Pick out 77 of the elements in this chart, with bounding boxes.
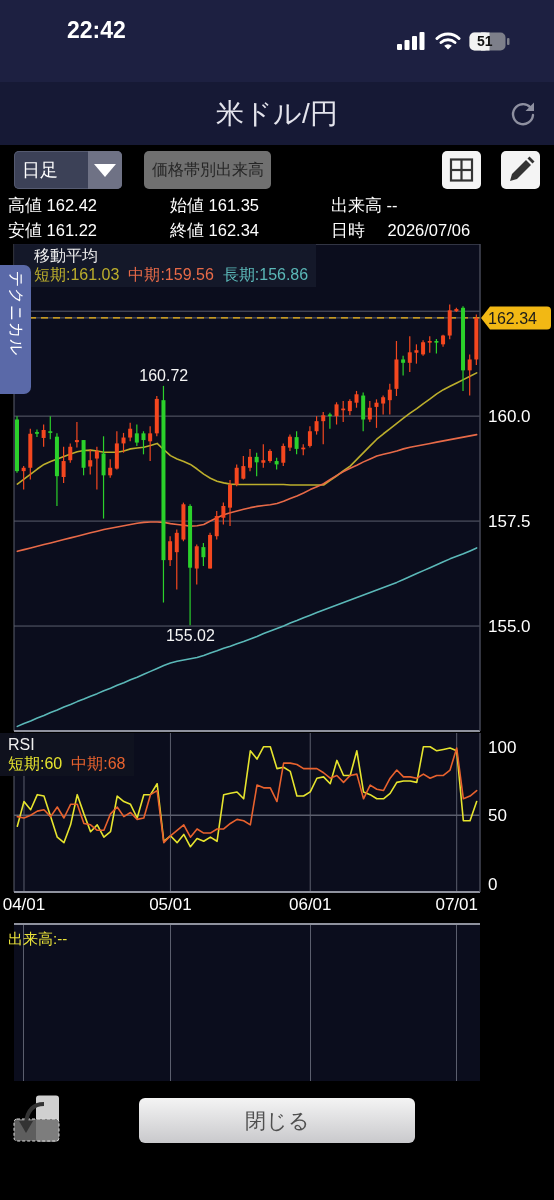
candlestick bbox=[108, 458, 113, 479]
y-tick-label: 157.5 bbox=[488, 512, 531, 532]
candlestick bbox=[254, 452, 259, 477]
candlestick bbox=[367, 400, 372, 423]
button: 閉じる bbox=[139, 1098, 415, 1143]
legend-title: RSI bbox=[8, 736, 35, 753]
candlestick bbox=[168, 535, 173, 567]
annotation: 160.72 bbox=[139, 366, 189, 384]
candlestick bbox=[201, 542, 206, 567]
candlestick bbox=[194, 544, 199, 586]
candlestick bbox=[221, 502, 226, 526]
y-tick-label: 162.34 bbox=[488, 309, 538, 327]
candlestick bbox=[327, 412, 332, 430]
candlestick bbox=[228, 479, 233, 527]
candlestick bbox=[314, 415, 319, 436]
y-tick-label: 155.0 bbox=[488, 617, 531, 637]
candlestick bbox=[248, 448, 252, 472]
text: 51 bbox=[477, 33, 493, 50]
candlestick bbox=[334, 401, 339, 426]
text: 高値 162.42 bbox=[8, 195, 98, 215]
y-tick-label: 160.0 bbox=[488, 407, 531, 427]
candlestick bbox=[174, 528, 179, 591]
series-label: 短期:60 bbox=[8, 755, 63, 772]
text: 出来高 -- bbox=[331, 195, 398, 215]
candlestick bbox=[281, 442, 286, 467]
candlestick bbox=[294, 430, 299, 455]
y-tick-label: 50 bbox=[488, 806, 507, 826]
candlestick bbox=[467, 353, 472, 397]
candlestick bbox=[361, 392, 366, 432]
candlestick bbox=[68, 442, 73, 464]
text: 日時 2026/07/06 bbox=[331, 220, 471, 240]
legend: RSI 短期:60 中期:68 bbox=[0, 733, 134, 776]
line-series bbox=[16, 433, 478, 553]
candlestick bbox=[141, 430, 146, 455]
candlestick bbox=[48, 415, 53, 440]
candlestick bbox=[74, 421, 79, 449]
candlestick bbox=[307, 425, 312, 449]
x-tick-label: 07/01 bbox=[435, 895, 478, 915]
tab: テクニカル bbox=[0, 265, 31, 394]
y-tick-label: 100 bbox=[488, 737, 517, 757]
annotation: テクニカル bbox=[7, 271, 26, 358]
button: 価格帯別出来高 bbox=[144, 151, 271, 189]
candlestick bbox=[41, 423, 46, 448]
candlestick bbox=[381, 394, 386, 416]
text: 出来高:-- bbox=[8, 929, 68, 948]
legend-title: 移動平均 bbox=[34, 247, 98, 264]
candlestick bbox=[148, 425, 153, 462]
candlestick bbox=[21, 465, 26, 491]
candlestick bbox=[241, 455, 246, 481]
candlestick bbox=[34, 428, 39, 438]
text: 安値 161.22 bbox=[8, 220, 98, 240]
candlestick bbox=[261, 443, 266, 469]
candlestick bbox=[94, 446, 99, 491]
annotation: 155.02 bbox=[165, 627, 215, 645]
candlestick bbox=[101, 435, 106, 520]
dropdown: 日足 bbox=[14, 151, 122, 189]
candlestick bbox=[61, 446, 66, 484]
candlestick bbox=[407, 335, 412, 373]
candlestick bbox=[374, 398, 379, 429]
candlestick bbox=[401, 355, 406, 377]
y-tick-label: 0 bbox=[488, 874, 498, 894]
text: 22:42 bbox=[67, 17, 126, 43]
text: 始値 161.35 bbox=[170, 195, 260, 215]
candlestick bbox=[414, 343, 419, 365]
x-tick-label: 04/01 bbox=[2, 895, 46, 915]
chart-title: 米ドル/円 bbox=[216, 98, 338, 130]
candlestick bbox=[234, 463, 239, 487]
candlestick bbox=[134, 423, 139, 447]
candlestick bbox=[321, 411, 326, 445]
line-series bbox=[16, 547, 478, 728]
candlestick bbox=[128, 422, 133, 442]
x-tick-label: 05/01 bbox=[149, 895, 192, 915]
candlestick bbox=[88, 448, 93, 476]
x-tick-label: 06/01 bbox=[288, 895, 332, 915]
candlestick bbox=[214, 510, 219, 541]
candlestick bbox=[387, 383, 392, 416]
text: 終値 162.34 bbox=[170, 220, 260, 240]
